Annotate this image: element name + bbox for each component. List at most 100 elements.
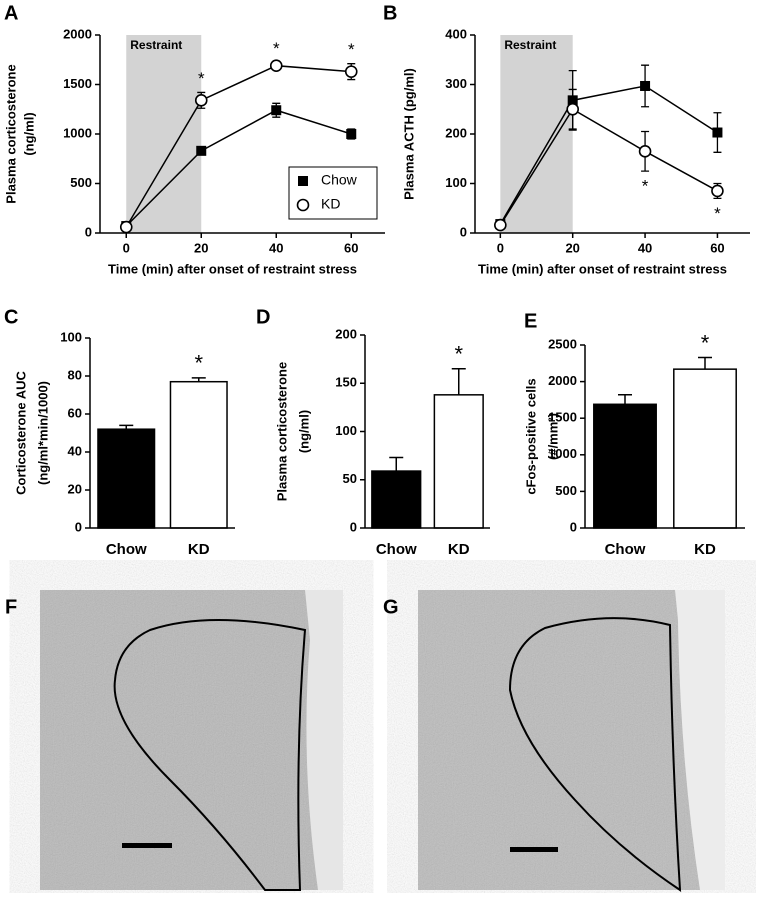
shaded-region — [500, 35, 573, 233]
significance-mark: * — [714, 204, 721, 223]
panel-label: E — [524, 310, 537, 332]
panel-label: F — [5, 596, 17, 618]
bar — [593, 403, 657, 529]
x-tick-label: KD — [694, 541, 716, 558]
x-tick-label: 40 — [269, 240, 283, 255]
y-tick-label: 150 — [335, 375, 357, 390]
error-bar — [451, 368, 466, 395]
y-tick-label: 0 — [85, 224, 92, 239]
marker — [640, 80, 651, 91]
y-tick-label: 100 — [60, 329, 82, 344]
y-tick-label: 2000 — [63, 26, 92, 41]
x-tick-label: Chow — [605, 541, 646, 558]
legend-marker — [298, 176, 308, 186]
panel-label: G — [383, 596, 399, 618]
series-line — [125, 109, 352, 227]
y-axis-label: Plasma corticosterone — [274, 362, 289, 501]
bar — [673, 368, 737, 529]
x-tick-label: 60 — [710, 240, 724, 255]
marker — [712, 127, 723, 138]
micrograph-g — [418, 590, 725, 892]
marker — [344, 65, 358, 78]
panel-label: A — [4, 2, 18, 24]
legend-label: KD — [321, 196, 340, 212]
marker — [196, 145, 207, 156]
y-tick-label: 20 — [68, 481, 82, 496]
y-axis-label: Corticosterone AUC — [13, 371, 28, 495]
x-axis-label: Time (min) after onset of restraint stre… — [108, 261, 357, 276]
y-axis-label: cFos-positive cells — [523, 378, 538, 494]
marker — [194, 94, 208, 107]
x-tick-label: 20 — [565, 240, 579, 255]
error-bar — [698, 356, 712, 370]
x-tick-label: 0 — [123, 240, 130, 255]
marker — [494, 218, 507, 232]
significance-mark: * — [198, 69, 205, 88]
y-axis-label: (#/mm²) — [545, 413, 560, 460]
y-tick-label: 1500 — [63, 76, 92, 91]
panel-label: C — [4, 306, 18, 328]
y-axis-label: Plasma corticosterone — [3, 64, 18, 203]
significance-mark: * — [273, 39, 280, 58]
x-tick-label: Chow — [106, 541, 147, 558]
marker — [119, 220, 133, 234]
x-tick-label: 0 — [497, 240, 504, 255]
y-tick-label: 300 — [445, 76, 467, 91]
error-bar — [618, 394, 632, 405]
panel-label: D — [256, 306, 270, 328]
legend-marker — [296, 198, 310, 212]
error-bar — [389, 456, 404, 472]
x-tick-label: 40 — [638, 240, 652, 255]
marker — [711, 184, 724, 198]
x-tick-label: KD — [188, 541, 210, 558]
bar — [169, 380, 228, 529]
bar — [97, 428, 156, 529]
y-tick-label: 200 — [445, 125, 467, 140]
bar — [371, 470, 422, 529]
y-tick-label: 1000 — [548, 446, 577, 461]
series-line — [499, 108, 718, 226]
marker — [271, 105, 282, 116]
bar — [433, 394, 484, 529]
y-tick-label: 80 — [68, 367, 82, 382]
marker — [346, 129, 357, 139]
shade-label: Restraint — [130, 38, 182, 52]
y-tick-label: 2000 — [548, 373, 577, 388]
marker — [269, 59, 283, 72]
significance-mark: * — [642, 177, 649, 196]
y-tick-label: 0 — [350, 519, 357, 534]
y-tick-label: 1000 — [63, 125, 92, 140]
y-tick-label: 0 — [460, 224, 467, 239]
legend-label: Chow — [321, 172, 358, 188]
x-axis-label: Time (min) after onset of restraint stre… — [478, 261, 727, 276]
y-axis-label: (ng/ml*min/1000) — [35, 381, 50, 485]
shade-label: Restraint — [504, 38, 556, 52]
y-tick-label: 400 — [445, 26, 467, 41]
micrograph-f — [40, 590, 343, 891]
y-tick-label: 200 — [335, 326, 357, 341]
x-tick-label: Chow — [376, 541, 417, 558]
x-tick-label: KD — [448, 541, 470, 558]
series-line — [125, 64, 352, 228]
shaded-region — [126, 35, 202, 233]
y-tick-label: 100 — [335, 423, 357, 438]
x-tick-label: 60 — [344, 240, 358, 255]
y-tick-label: 0 — [570, 519, 577, 534]
y-tick-label: 2500 — [548, 336, 577, 351]
marker — [566, 102, 579, 116]
y-tick-label: 100 — [445, 175, 467, 190]
y-axis-label: Plasma ACTH (pg/ml) — [401, 68, 416, 200]
significance-mark: * — [454, 342, 463, 367]
series-line — [499, 85, 718, 225]
x-tick-label: 20 — [194, 240, 208, 255]
y-tick-label: 500 — [555, 483, 577, 498]
y-tick-label: 60 — [68, 405, 82, 420]
marker — [638, 145, 652, 158]
panel-label: B — [383, 2, 397, 24]
y-tick-label: 40 — [68, 443, 82, 458]
y-axis-label: (ng/ml) — [21, 112, 36, 155]
y-tick-label: 1500 — [548, 410, 577, 425]
y-tick-label: 500 — [70, 175, 92, 190]
y-tick-label: 50 — [343, 471, 357, 486]
